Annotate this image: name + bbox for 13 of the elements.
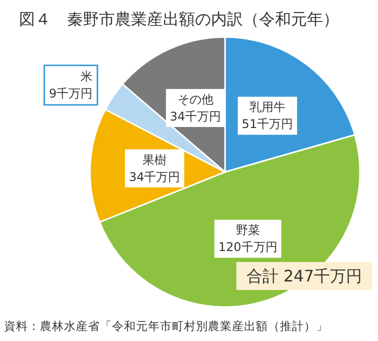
data-label: 34千万円 — [170, 109, 222, 124]
slice-label: 乳用牛 — [249, 100, 286, 114]
text: 合計 247千万円 — [246, 266, 362, 286]
data-label: 9千万円 — [49, 86, 93, 101]
data-label: 34千万円 — [128, 170, 180, 184]
slice-label: その他 — [178, 92, 214, 106]
slice-label: 果樹 — [142, 152, 167, 167]
data-label: 120千万円 — [218, 240, 278, 254]
slice-label: 野菜 — [236, 223, 260, 238]
data-label: 51千万円 — [242, 117, 294, 132]
text: 資料：農林水産省「令和元年市町村別農業産出額（推計）」 — [4, 319, 328, 333]
slice-label: 米 — [80, 70, 93, 84]
chart-title: 図４ 秦野市農業産出額の内訳（令和元年） — [19, 10, 339, 28]
